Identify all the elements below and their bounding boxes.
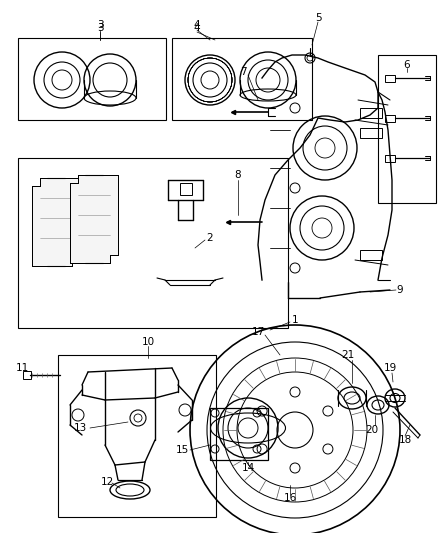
Text: 1: 1 [292, 315, 298, 325]
Text: 4: 4 [194, 20, 200, 30]
Text: 9: 9 [397, 285, 403, 295]
Text: 5: 5 [314, 13, 321, 23]
Bar [378, 55, 436, 203]
Text: 15: 15 [175, 445, 189, 455]
Polygon shape [32, 178, 80, 266]
Bar [360, 108, 382, 118]
Bar [385, 75, 395, 82]
Bar [58, 355, 216, 517]
Bar [385, 115, 395, 122]
Polygon shape [70, 175, 118, 263]
Bar [180, 183, 192, 195]
Text: 19: 19 [383, 363, 397, 373]
Text: 2: 2 [207, 233, 213, 243]
Text: 17: 17 [251, 327, 265, 337]
Text: 13: 13 [74, 423, 87, 433]
Bar [18, 38, 166, 120]
Text: 8: 8 [235, 170, 241, 180]
Text: 20: 20 [365, 425, 378, 435]
Text: 7: 7 [240, 67, 246, 77]
Text: 11: 11 [15, 363, 28, 373]
Bar [360, 128, 382, 138]
Text: 4: 4 [194, 23, 200, 33]
Bar [23, 371, 31, 379]
Text: 12: 12 [100, 477, 113, 487]
Bar [210, 408, 268, 460]
Bar [18, 158, 288, 328]
Text: 3: 3 [97, 23, 103, 33]
Text: 18: 18 [399, 435, 412, 445]
Text: 10: 10 [141, 337, 155, 347]
Bar [385, 155, 395, 162]
Text: 3: 3 [97, 20, 103, 30]
Text: 6: 6 [404, 60, 410, 70]
Bar [360, 250, 382, 260]
Text: 16: 16 [283, 493, 297, 503]
Text: 14: 14 [241, 463, 254, 473]
Bar [172, 38, 312, 120]
Text: 21: 21 [341, 350, 355, 360]
